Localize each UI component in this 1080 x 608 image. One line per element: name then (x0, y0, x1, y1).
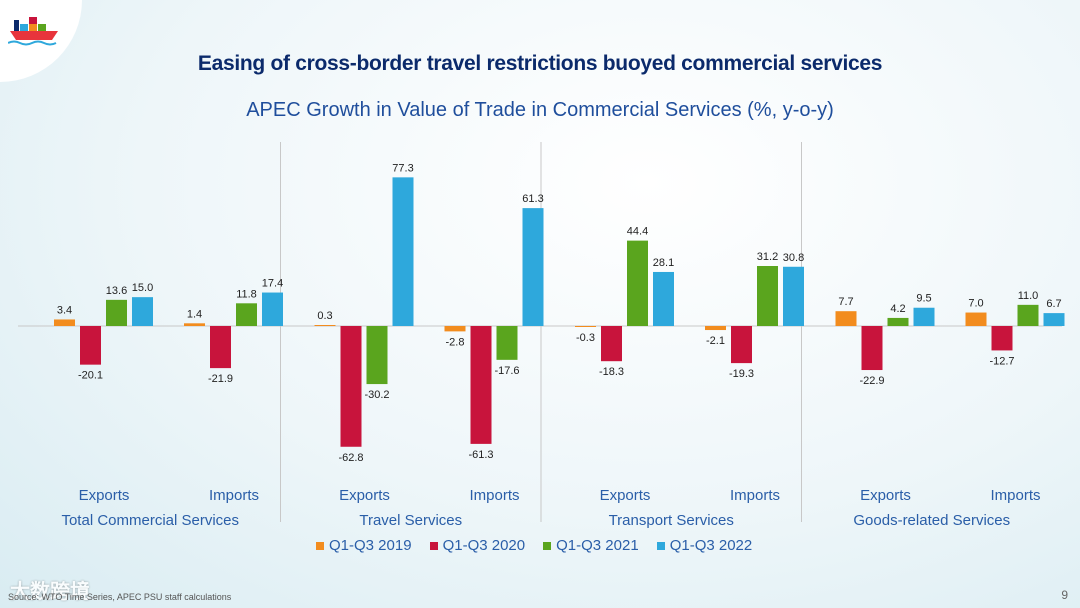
data-label: 44.4 (627, 226, 648, 238)
bar-q1-q3-2020-travel-services-exports (340, 326, 362, 447)
bar-q1-q3-2022-transport-services-exports (653, 271, 674, 326)
bar-q1-q3-2019-goods-related-services-imports (965, 312, 987, 326)
data-label: 6.7 (1046, 298, 1061, 310)
data-label: 31.2 (757, 251, 778, 263)
bar-q1-q3-2019-goods-related-services-exports (835, 311, 857, 326)
data-label: 9.5 (916, 293, 931, 305)
bar-q1-q3-2022-travel-services-exports (392, 177, 414, 326)
bar-q1-q3-2021-total-commercial-services-exports (106, 299, 127, 326)
data-label: -20.1 (78, 370, 103, 382)
slide-headline: Easing of cross-border travel restrictio… (197, 52, 883, 75)
data-label: 30.8 (783, 252, 804, 264)
bar-q1-q3-2021-travel-services-exports (366, 326, 388, 385)
data-label: -2.1 (706, 335, 725, 347)
data-label: -21.9 (208, 373, 233, 385)
bar-q1-q3-2022-total-commercial-services-exports (132, 297, 153, 326)
bar-q1-q3-2021-transport-services-exports (627, 240, 648, 326)
bar-q1-q3-2022-total-commercial-services-imports (262, 292, 283, 326)
data-label: -17.6 (494, 365, 519, 377)
category-label-imports: Imports (990, 487, 1040, 504)
group-label-transport-services: Transport Services (609, 512, 734, 529)
bar-q1-q3-2020-total-commercial-services-imports (210, 326, 231, 369)
bar-q1-q3-2022-travel-services-imports (522, 208, 544, 326)
legend-item-2021: Q1-Q3 2021 (543, 537, 639, 554)
bar-q1-q3-2022-goods-related-services-exports (913, 307, 935, 326)
legend-item-2020: Q1-Q3 2020 (429, 537, 526, 554)
data-label: 13.6 (106, 285, 127, 297)
data-label: 7.7 (838, 296, 853, 308)
chart-title: APEC Growth in Value of Trade in Commerc… (246, 99, 834, 121)
bar-q1-q3-2021-transport-services-imports (757, 266, 778, 326)
category-label-imports: Imports (730, 487, 780, 504)
data-label: -22.9 (859, 375, 884, 387)
category-label-exports: Exports (339, 487, 390, 504)
data-label: 11.8 (236, 288, 257, 300)
watermark: 大数跨境 (10, 581, 90, 603)
page-number: 9 (1061, 588, 1068, 602)
data-label: 61.3 (522, 193, 543, 205)
source-note: Source: WTO Time Series, APEC PSU staff … (8, 592, 232, 602)
group-label-goods-related-services: Goods-related Services (853, 512, 1010, 529)
data-label: 3.4 (57, 304, 72, 316)
bar-q1-q3-2021-goods-related-services-exports (887, 317, 909, 326)
data-label: -18.3 (599, 366, 624, 378)
data-label: -19.3 (729, 368, 754, 380)
data-label: -2.8 (446, 336, 465, 348)
data-label: 7.0 (968, 298, 983, 310)
category-label-imports: Imports (209, 487, 259, 504)
data-label: 77.3 (392, 162, 413, 174)
bar-q1-q3-2021-travel-services-imports (496, 326, 518, 360)
legend-label-2022: Q1-Q3 2022 (669, 537, 753, 554)
bar-q1-q3-2020-goods-related-services-imports (991, 326, 1013, 351)
data-label: 17.4 (262, 278, 283, 290)
legend-swatch-2020 (429, 541, 438, 550)
bar-q1-q3-2019-transport-services-exports (575, 326, 596, 327)
bar-q1-q3-2019-total-commercial-services-exports (54, 319, 75, 326)
legend-swatch-2022 (656, 541, 665, 550)
data-label: 1.4 (187, 308, 202, 320)
bar-q1-q3-2019-travel-services-imports (444, 326, 466, 332)
legend-item-2019: Q1-Q3 2019 (316, 537, 412, 554)
data-label: 4.2 (890, 303, 905, 315)
data-label: -30.2 (364, 389, 389, 401)
legend-item-2022: Q1-Q3 2022 (656, 537, 753, 554)
bar-q1-q3-2022-goods-related-services-imports (1043, 313, 1065, 326)
category-label-exports: Exports (860, 487, 911, 504)
bar-q1-q3-2021-goods-related-services-imports (1017, 304, 1039, 326)
legend-label-2020: Q1-Q3 2020 (442, 537, 526, 554)
bar-q1-q3-2021-total-commercial-services-imports (236, 303, 257, 326)
bar-q1-q3-2020-transport-services-imports (731, 326, 752, 364)
chart-legend: Q1-Q3 2019 Q1-Q3 2020 Q1-Q3 2021 Q1-Q3 2… (316, 537, 770, 554)
data-label: 28.1 (653, 257, 674, 269)
bar-q1-q3-2020-total-commercial-services-exports (80, 326, 101, 365)
legend-swatch-2021 (543, 541, 552, 550)
cargo-ship-icon (8, 17, 58, 46)
category-label-exports: Exports (79, 487, 130, 504)
bar-q1-q3-2020-goods-related-services-exports (861, 326, 883, 371)
category-label-exports: Exports (600, 487, 651, 504)
group-label-travel-services: Travel Services (359, 512, 462, 529)
bar-q1-q3-2020-travel-services-imports (470, 326, 492, 444)
data-label: 11.0 (1018, 290, 1039, 302)
logo-corner (0, 0, 82, 82)
group-label-total-commercial-services: Total Commercial Services (61, 512, 239, 529)
legend-label-2021: Q1-Q3 2021 (556, 537, 639, 554)
legend-label-2019: Q1-Q3 2019 (329, 537, 412, 554)
bar-q1-q3-2019-transport-services-imports (705, 326, 726, 331)
data-label: 0.3 (317, 310, 332, 322)
data-label: -61.3 (468, 449, 493, 461)
data-label: -62.8 (338, 452, 363, 464)
bar-q1-q3-2019-total-commercial-services-imports (184, 323, 205, 326)
bar-q1-q3-2022-transport-services-imports (783, 266, 804, 326)
bar-q1-q3-2019-travel-services-exports (314, 325, 336, 326)
bar-q1-q3-2020-transport-services-exports (601, 326, 622, 362)
category-label-imports: Imports (469, 487, 519, 504)
data-label: -12.7 (989, 355, 1014, 367)
legend-swatch-2019 (316, 541, 324, 550)
data-label: -0.3 (576, 332, 595, 344)
data-label: 15.0 (132, 282, 153, 294)
